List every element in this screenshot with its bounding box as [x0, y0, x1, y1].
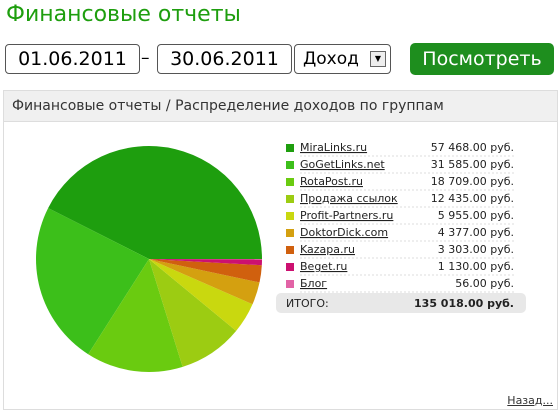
total-value: 135 018.00 руб. [414, 297, 514, 310]
legend-swatch [286, 246, 294, 254]
legend-value: 56.00 руб. [455, 277, 514, 290]
pie-slice [149, 259, 237, 367]
legend-swatch [286, 263, 294, 271]
pie-slice [149, 259, 260, 305]
legend-label[interactable]: RotaPost.ru [300, 175, 363, 188]
legend-label[interactable]: Kazapa.ru [300, 243, 355, 256]
legend-label[interactable]: DoktorDick.com [300, 226, 388, 239]
dropdown-arrow: ▼ [370, 51, 386, 67]
legend-label[interactable]: MiraLinks.ru [300, 141, 367, 154]
legend-value: 5 955.00 руб. [438, 209, 514, 222]
legend-label[interactable]: Продажа ссылок [300, 192, 398, 205]
legend-swatch [286, 212, 294, 220]
legend-swatch [286, 144, 294, 152]
legend-value: 12 435.00 руб. [431, 192, 514, 205]
pie-slice [149, 259, 262, 266]
type-select[interactable]: Доход ▼ [294, 44, 391, 74]
back-link[interactable]: Назад... [507, 394, 553, 407]
pie-slice [35, 208, 149, 355]
legend-label[interactable]: Блог [300, 277, 327, 290]
legend-swatch [286, 161, 294, 169]
legend-swatch [286, 195, 294, 203]
legend-value: 1 130.00 руб. [438, 260, 514, 273]
pie-slice [48, 146, 262, 259]
total-bg [276, 293, 526, 313]
legend-swatch [286, 280, 294, 288]
separator: – [141, 48, 150, 68]
pie-slice [88, 259, 183, 372]
report-panel: Финансовые отчеты / Распределение доходо… [3, 90, 558, 410]
legend-label[interactable]: Beget.ru [300, 260, 347, 273]
legend-label[interactable]: Profit-Partners.ru [300, 209, 393, 222]
legend-value: 57 468.00 руб. [431, 141, 514, 154]
legend-value: 3 303.00 руб. [438, 243, 514, 256]
legend-value: 4 377.00 руб. [438, 226, 514, 239]
pie-slice [149, 259, 253, 331]
total-label: ИТОГО: [286, 297, 329, 310]
date-from[interactable]: 01.06.2011 [5, 44, 140, 74]
legend-swatch [286, 178, 294, 186]
legend-value: 31 585.00 руб. [431, 158, 514, 171]
chart: ИТОГО: 135 018.00 руб. MiraLinks.ru 57 46… [35, 141, 526, 372]
legend-swatch [286, 229, 294, 237]
select-value: Доход [303, 49, 359, 69]
pie-slice [149, 259, 262, 283]
date-to[interactable]: 30.06.2011 [157, 44, 292, 74]
legend-value: 18 709.00 руб. [431, 175, 514, 188]
panel-title: Финансовые отчеты / Распределение доходо… [4, 91, 557, 122]
legend-label[interactable]: GoGetLinks.net [300, 158, 385, 171]
page-title: Финансовые отчеты [6, 2, 241, 27]
view-button[interactable]: Посмотреть [410, 43, 554, 75]
